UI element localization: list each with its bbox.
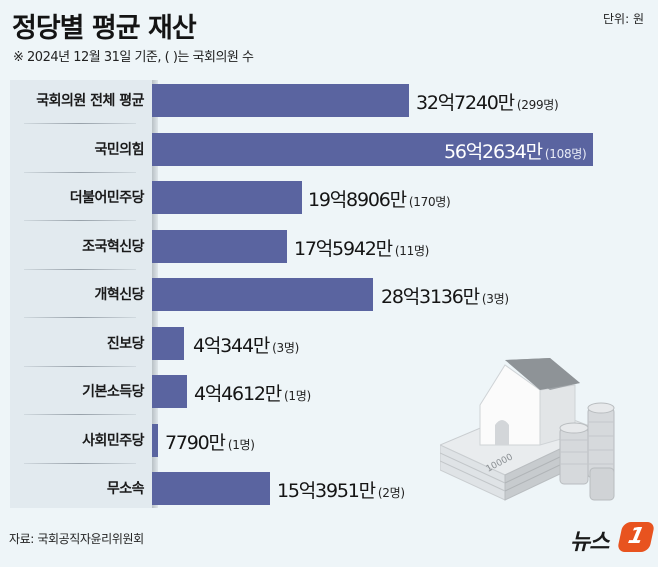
house-money-illustration: 10000 bbox=[440, 358, 615, 501]
bar bbox=[152, 424, 158, 457]
value-amount: 32억7240만 bbox=[416, 92, 515, 114]
chart-subtitle: ※ 2024년 12월 31일 기준, ( )는 국회의원 수 bbox=[13, 50, 254, 65]
news1-logo: 뉴스 1 bbox=[570, 520, 656, 555]
value-label: 4억344만 (3명) bbox=[193, 331, 299, 358]
row-label: 개혁신당 bbox=[94, 287, 144, 303]
value-amount: 17억5942만 bbox=[294, 238, 393, 260]
logo-badge-icon: 1 bbox=[616, 522, 656, 552]
value-amount: 19억8906만 bbox=[308, 189, 407, 211]
row-label: 국회의원 전체 평균 bbox=[36, 93, 144, 109]
unit-label: 단위: 원 bbox=[603, 12, 644, 26]
row-divider bbox=[24, 414, 136, 415]
value-label: 19억8906만 (170명) bbox=[308, 185, 451, 212]
label-panel bbox=[10, 80, 152, 508]
source-note: 자료: 국회공직자윤리위원회 bbox=[9, 532, 144, 546]
row-divider bbox=[24, 463, 136, 464]
row-label: 국민의힘 bbox=[94, 142, 144, 158]
row-divider bbox=[24, 123, 136, 124]
row-divider bbox=[24, 366, 136, 367]
coin-stack-icon bbox=[559, 402, 615, 501]
row-label: 사회민주당 bbox=[82, 433, 144, 449]
row-label: 기본소득당 bbox=[82, 384, 144, 400]
bar bbox=[152, 375, 187, 408]
bar bbox=[152, 278, 373, 311]
row-label: 조국혁신당 bbox=[82, 239, 144, 255]
member-count: (108명) bbox=[544, 147, 587, 161]
value-label: 7790만 (1명) bbox=[165, 428, 255, 455]
member-count: (3명) bbox=[272, 341, 299, 355]
member-count: (3명) bbox=[481, 292, 509, 306]
value-amount: 7790만 bbox=[165, 432, 226, 454]
value-label: 32억7240만 (299명) bbox=[416, 88, 559, 115]
member-count: (1명) bbox=[227, 438, 255, 452]
value-amount: 56억2634만 bbox=[444, 141, 543, 163]
chart-title: 정당별 평균 재산 bbox=[12, 13, 197, 44]
bar bbox=[152, 84, 409, 117]
row-divider bbox=[24, 172, 136, 173]
bar-row-average: 국회의원 전체 평균 32억7240만 (299명) bbox=[0, 77, 658, 125]
value-label: 17억5942만 (11명) bbox=[294, 234, 429, 261]
bar-row-reform: 개혁신당 28억3136만 (3명) bbox=[0, 271, 658, 319]
bar bbox=[152, 472, 270, 505]
bar-row-rebuilding-korea: 조국혁신당 17억5942만 (11명) bbox=[0, 223, 658, 271]
bar-row-independent: 무소속 15억3951만 (2명) bbox=[0, 465, 658, 513]
value-amount: 4억4612만 bbox=[194, 383, 282, 405]
row-divider bbox=[24, 317, 136, 318]
bar-row-democratic: 더불어민주당 19억8906만 (170명) bbox=[0, 174, 658, 222]
member-count: (2명) bbox=[377, 486, 405, 500]
bar-row-basic-income: 기본소득당 4억4612만 (1명) bbox=[0, 368, 658, 416]
row-label: 무소속 bbox=[106, 481, 145, 497]
value-label: 15억3951만 (2명) bbox=[277, 476, 405, 503]
value-label: 4억4612만 (1명) bbox=[194, 379, 311, 406]
row-label: 더불어민주당 bbox=[69, 190, 145, 206]
bar bbox=[152, 133, 593, 166]
bar-row-ppp: 국민의힘 56억2634만 (108명) bbox=[0, 126, 658, 174]
value-amount: 28억3136만 bbox=[381, 286, 480, 308]
bar bbox=[152, 230, 287, 263]
bar bbox=[152, 327, 184, 360]
row-label: 진보당 bbox=[106, 336, 145, 352]
member-count: (11명) bbox=[394, 244, 430, 258]
value-amount: 4억344만 bbox=[193, 335, 270, 357]
member-count: (1명) bbox=[284, 389, 311, 403]
value-label: 28억3136만 (3명) bbox=[381, 282, 509, 309]
row-divider bbox=[24, 269, 136, 270]
bar bbox=[152, 181, 302, 214]
row-divider bbox=[24, 220, 136, 221]
logo-text: 뉴스 bbox=[570, 530, 609, 555]
bar-row-progressive: 진보당 4억344만 (3명) bbox=[0, 320, 658, 368]
bar-row-social-democratic: 사회민주당 7790만 (1명) bbox=[0, 417, 658, 465]
value-label: 56억2634만 (108명) bbox=[444, 137, 587, 164]
member-count: (299명) bbox=[516, 98, 559, 112]
value-amount: 15억3951만 bbox=[277, 480, 376, 502]
member-count: (170명) bbox=[408, 195, 451, 209]
